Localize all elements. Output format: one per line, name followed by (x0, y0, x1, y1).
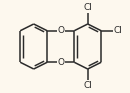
Text: O: O (57, 58, 64, 67)
Text: Cl: Cl (114, 26, 123, 35)
Text: O: O (57, 26, 64, 35)
Text: Cl: Cl (83, 3, 92, 12)
Text: Cl: Cl (83, 81, 92, 90)
